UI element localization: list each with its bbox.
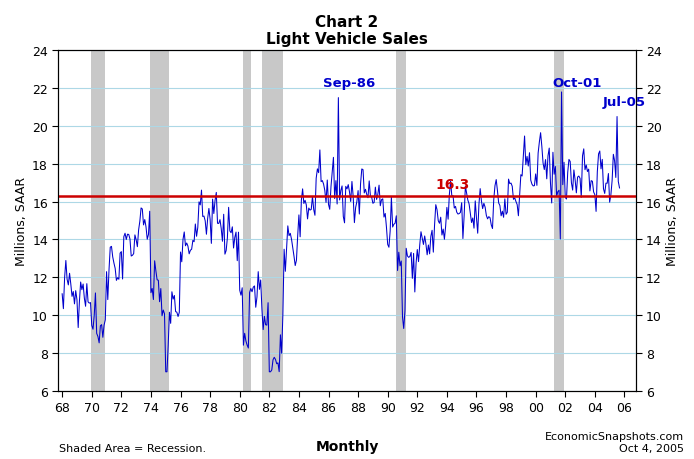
Text: Oct-01: Oct-01 (552, 77, 601, 90)
Text: Monthly: Monthly (315, 439, 379, 453)
Text: 16.3: 16.3 (435, 178, 469, 192)
Text: Sep-86: Sep-86 (323, 77, 375, 90)
Text: Shaded Area = Recession.: Shaded Area = Recession. (59, 443, 206, 453)
Title: Chart 2
Light Vehicle Sales: Chart 2 Light Vehicle Sales (266, 15, 428, 47)
Bar (554, 51, 564, 391)
Bar (262, 51, 283, 391)
Bar (396, 51, 406, 391)
Bar (244, 51, 251, 391)
Y-axis label: Millions, SAAR: Millions, SAAR (666, 177, 679, 265)
Y-axis label: Millions, SAAR: Millions, SAAR (15, 177, 28, 265)
Bar (150, 51, 169, 391)
Text: Jul-05: Jul-05 (602, 96, 645, 109)
Bar (90, 51, 105, 391)
Text: EconomicSnapshots.com
Oct 4, 2005: EconomicSnapshots.com Oct 4, 2005 (545, 431, 684, 453)
